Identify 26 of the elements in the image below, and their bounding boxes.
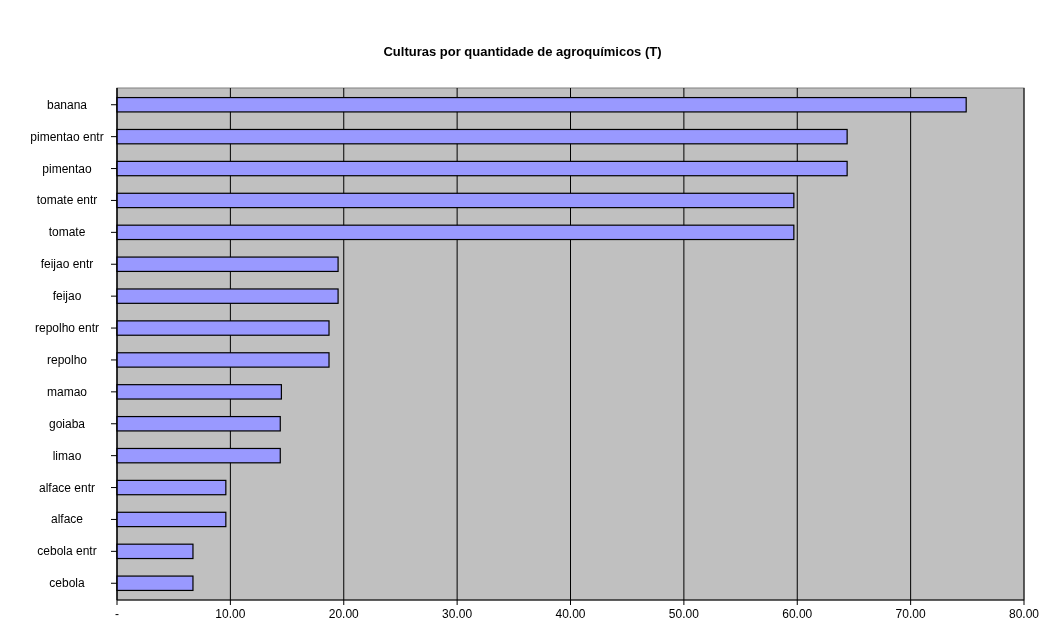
y-tick-label: repolho entr	[34, 321, 100, 336]
y-tick-label: alface entr	[38, 480, 96, 495]
y-tick-label: tomate	[48, 225, 86, 240]
y-tick-label: limao	[52, 448, 82, 463]
chart-title: Culturas por quantidade de agroquímicos (T)	[383, 44, 662, 59]
x-tick-label: -	[115, 607, 119, 621]
x-tick-label: 80.00	[1008, 607, 1040, 621]
x-tick-label: 60.00	[782, 607, 813, 621]
x-tick-label: 40.00	[555, 607, 586, 621]
x-tick-label: 30.00	[442, 607, 473, 621]
y-tick-label: pimentao	[42, 161, 92, 176]
y-tick-label: pimentao entr	[30, 129, 104, 144]
x-tick-label: 70.00	[895, 607, 926, 621]
y-tick-label: feijao	[52, 289, 82, 304]
x-tick-label: 20.00	[328, 607, 360, 621]
y-tick-label: mamao	[46, 384, 88, 399]
x-tick-label: 10.00	[215, 607, 246, 621]
y-tick-label: repolho	[46, 352, 88, 367]
y-tick-label: tomate entr	[36, 193, 98, 208]
y-tick-label: cebola	[49, 576, 85, 591]
y-tick-label: goiaba	[48, 416, 86, 431]
x-tick-label: 50.00	[668, 607, 700, 621]
y-tick-label: alface	[50, 512, 84, 527]
y-tick-label: banana	[46, 97, 88, 112]
y-tick-label: feijao entr	[40, 257, 94, 272]
y-tick-label: cebola entr	[37, 544, 97, 559]
